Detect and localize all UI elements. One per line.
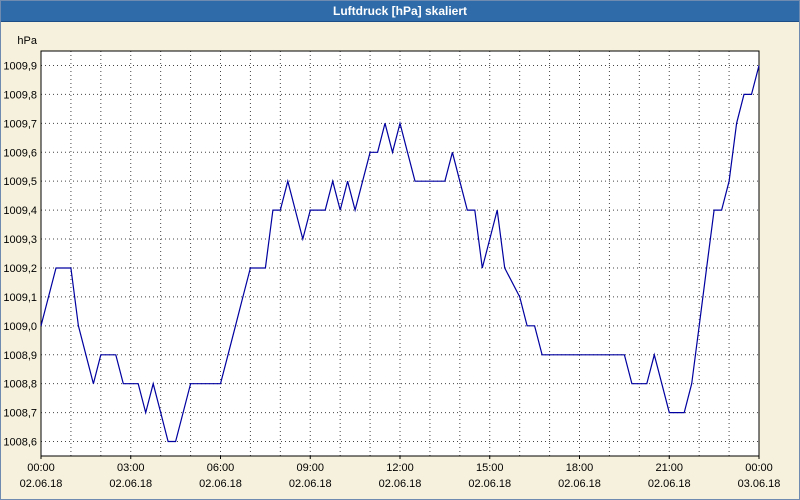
y-tick-label: 1009,4 — [3, 205, 37, 217]
pressure-line-chart: hPa 1009,9 1009,8 1009,7 1009,6 1009,5 1009,4 1… — [3, 35, 781, 490]
x-tick-date-label: 02.06.18 — [289, 478, 332, 490]
y-tick-label: 1009,0 — [3, 321, 37, 333]
x-tick-time-label: 00:00 — [27, 462, 55, 474]
y-tick-label: 1009,5 — [3, 176, 37, 188]
y-tick-label: 1008,7 — [3, 408, 37, 420]
x-tick-date-label: 02.06.18 — [468, 478, 511, 490]
x-tick-date-label: 02.06.18 — [20, 478, 63, 490]
window-title: Luftdruck [hPa] skaliert — [332, 4, 468, 18]
window-title-bar: Luftdruck [hPa] skaliert — [1, 1, 799, 22]
x-tick-date-label: 02.06.18 — [199, 478, 242, 490]
plot-area — [41, 51, 759, 456]
x-tick-time-label: 03:00 — [117, 462, 145, 474]
x-tick-time-label: 06:00 — [207, 462, 235, 474]
y-tick-label: 1009,3 — [3, 234, 37, 246]
y-tick-label: 1009,9 — [3, 60, 37, 72]
x-tick-time-label: 21:00 — [655, 462, 683, 474]
y-tick-label: 1008,9 — [3, 350, 37, 362]
x-tick-time-label: 12:00 — [386, 462, 414, 474]
pressure-series-line — [40, 65, 760, 443]
x-tick-time-label: 15:00 — [476, 462, 504, 474]
y-tick-label: 1008,8 — [3, 379, 37, 391]
y-tick-label: 1009,7 — [3, 118, 37, 130]
y-axis-unit-label: hPa — [17, 35, 37, 47]
x-tick-time-label: 09:00 — [296, 462, 324, 474]
x-tick-date-label: 02.06.18 — [379, 478, 422, 490]
y-tick-label: 1009,2 — [3, 263, 37, 275]
x-tick-time-label: 00:00 — [745, 462, 773, 474]
x-tick-date-label: 02.06.18 — [558, 478, 601, 490]
y-tick-label: 1009,6 — [3, 147, 37, 159]
x-tick-date-label: 03.06.18 — [738, 478, 781, 490]
x-tick-time-label: 18:00 — [566, 462, 594, 474]
x-tick-date-label: 02.06.18 — [109, 478, 152, 490]
x-tick-date-label: 02.06.18 — [648, 478, 691, 490]
y-tick-label: 1009,8 — [3, 89, 37, 101]
y-tick-label: 1009,1 — [3, 292, 37, 304]
y-tick-label: 1008,6 — [3, 437, 37, 449]
